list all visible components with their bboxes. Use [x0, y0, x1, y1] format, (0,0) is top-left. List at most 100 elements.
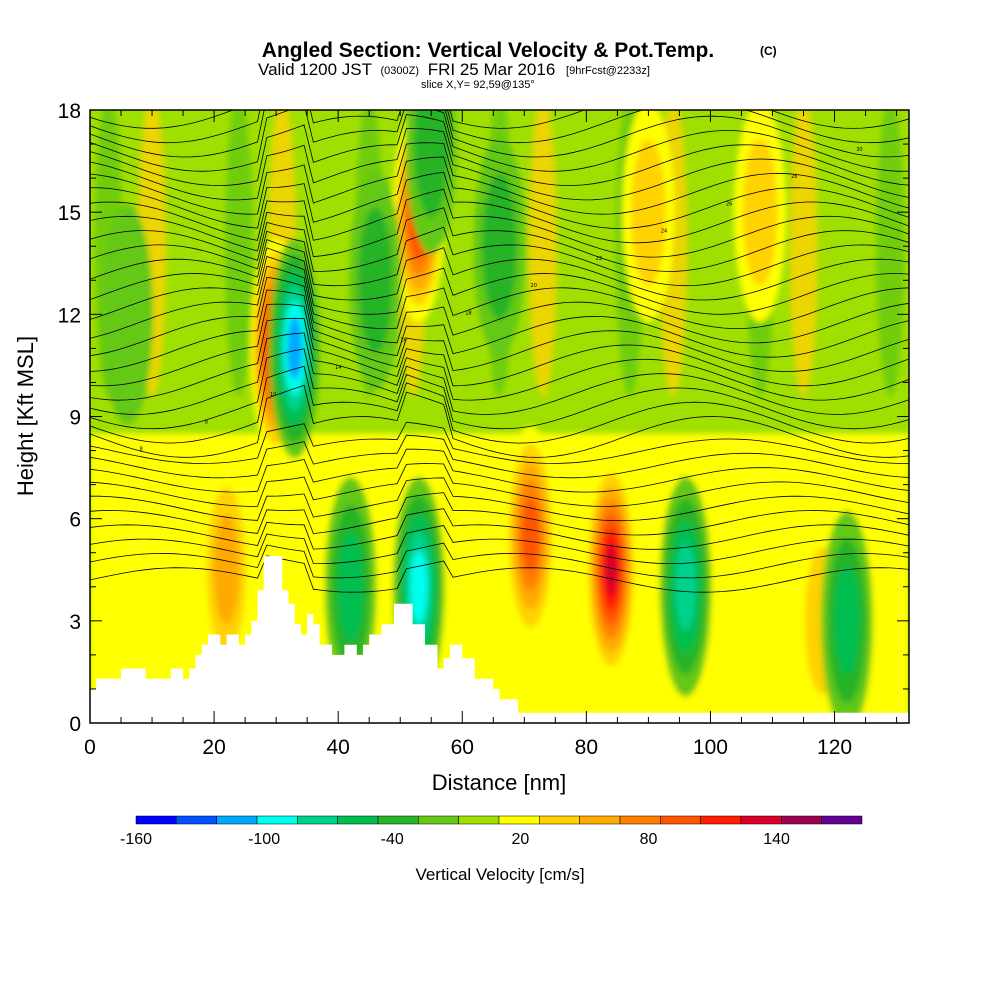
contour-label: 30: [856, 147, 862, 153]
contour-label: 26: [726, 201, 732, 207]
colorbar-tick-label: 80: [640, 831, 658, 848]
x-tick-label: 20: [202, 736, 225, 759]
forecast-info: [9hrFcst@2233z]: [566, 65, 650, 77]
pot-temp-contour: [90, 317, 909, 401]
colorbar-swatch: [256, 815, 298, 825]
colorbar-swatch: [821, 815, 863, 825]
terrain-mask: [90, 556, 909, 723]
pot-temp-contour: [90, 348, 909, 430]
x-axis-label: Distance [nm]: [432, 770, 567, 795]
upper-streak: [528, 110, 557, 397]
valid-date: FRI 25 Mar 2016: [428, 60, 556, 79]
pot-temp-contour: [90, 332, 909, 415]
contour-label: 10: [270, 392, 276, 398]
contour-label: 18: [465, 310, 471, 316]
slice-info: slice X,Y= 92,59@135°: [421, 79, 535, 91]
pot-temp-contour: [90, 265, 909, 344]
contour-label: 20: [531, 283, 537, 289]
colorbar-tick-label: 140: [763, 831, 790, 848]
contour-label: 8: [205, 419, 208, 425]
pot-temp-contour: [90, 492, 909, 536]
upper-streak: [224, 110, 253, 397]
chart-title: Angled Section: Vertical Velocity & Pot.…: [262, 39, 714, 62]
x-tick-label: 120: [817, 736, 852, 759]
pot-temp-contour: [90, 384, 909, 458]
pot-temp-contour: [90, 171, 909, 244]
pot-temp-contour: [90, 188, 909, 258]
pot-temp-contour: [90, 303, 909, 387]
colorbar-tick-label: 20: [512, 831, 530, 848]
chart-subtitle: Valid 1200 JST (0300Z) FRI 25 Mar 2016 […: [258, 59, 650, 79]
colorbar-label: Vertical Velocity [cm/s]: [415, 865, 584, 884]
pot-temp-contour: [90, 127, 909, 201]
pot-temp-contour: [90, 114, 909, 187]
colorbar-swatch: [135, 815, 177, 825]
y-axis-label: Height [Kft MSL]: [13, 336, 38, 496]
velocity-cell: [482, 172, 517, 320]
colorbar-swatch: [297, 815, 338, 825]
velocity-cell: [337, 531, 364, 642]
colorbar-swatch: [337, 815, 379, 825]
pot-temp-contour: [90, 110, 909, 158]
pot-temp-contour: [90, 276, 909, 358]
y-tick-label: 9: [69, 407, 81, 430]
colorbar-swatch: [377, 815, 419, 825]
pot-temp-contour: [90, 448, 909, 493]
contour-label: 28: [791, 174, 797, 180]
velocity-cell: [604, 542, 618, 598]
pot-temp-contour: [90, 255, 909, 330]
velocity-cell: [413, 110, 449, 218]
colorbar-swatch: [216, 815, 258, 825]
colorbar-swatch: [579, 815, 621, 825]
colorbar-swatch: [458, 815, 500, 825]
contour-label: 22: [596, 256, 602, 262]
colorbar-tick-label: -160: [120, 831, 152, 848]
x-tick-label: 80: [575, 736, 598, 759]
colorbar-tick-label: -40: [381, 831, 404, 848]
x-tick-label: 0: [84, 736, 96, 759]
valid-time-jst: Valid 1200 JST: [258, 60, 372, 79]
pot-temp-contour: [90, 142, 909, 215]
pot-temp-contour: [90, 156, 909, 229]
contour-label: 14: [335, 365, 341, 371]
pot-temp-contour: [90, 110, 909, 144]
y-tick-label: 12: [58, 304, 81, 327]
velocity-cell: [833, 565, 860, 676]
colorbar-swatch: [781, 815, 822, 825]
pot-temp-contour: [90, 525, 909, 565]
y-tick-label: 18: [58, 100, 81, 123]
velocity-cell: [742, 138, 778, 286]
pot-temp-contour: [90, 555, 909, 593]
colorbar-tick-label: -100: [248, 831, 280, 848]
colorbar-swatch: [619, 815, 661, 825]
velocity-cell: [101, 204, 154, 425]
copyright-mark: (C): [760, 44, 777, 58]
colorbar-swatch: [176, 815, 217, 825]
colorbar-swatch: [740, 815, 782, 825]
pot-temp-contour: [90, 226, 909, 287]
upper-streak: [572, 110, 601, 397]
velocity-cell: [410, 550, 428, 624]
pot-temp-contour: [90, 110, 909, 172]
axis-ticks: 0 20 40 60 80 100 120 0 3 6 9 12 15 18: [58, 100, 909, 759]
colorbar-swatch: [498, 815, 540, 825]
contour-label: 16: [400, 338, 406, 344]
contour-label: 24: [661, 229, 667, 235]
y-tick-label: 15: [58, 202, 81, 225]
velocity-cell: [521, 499, 540, 573]
velocity-cell: [213, 514, 240, 625]
contour-label: 8: [140, 447, 143, 453]
pot-temp-contour: [90, 421, 909, 464]
y-tick-label: 6: [69, 509, 81, 532]
pot-temp-contour: [90, 463, 909, 507]
y-tick-label: 3: [69, 611, 81, 634]
colorbar: -160 -100 -40 20 80 140: [120, 815, 863, 848]
pot-temp-contour: [90, 508, 909, 550]
colorbar-swatch: [418, 815, 459, 825]
colorbar-swatch: [700, 815, 742, 825]
pot-temp-contour: [90, 247, 909, 315]
pot-temp-contour: [90, 477, 909, 522]
pot-temp-contour: [90, 434, 909, 479]
valid-time-utc: (0300Z): [380, 65, 419, 77]
x-tick-label: 40: [327, 736, 350, 759]
